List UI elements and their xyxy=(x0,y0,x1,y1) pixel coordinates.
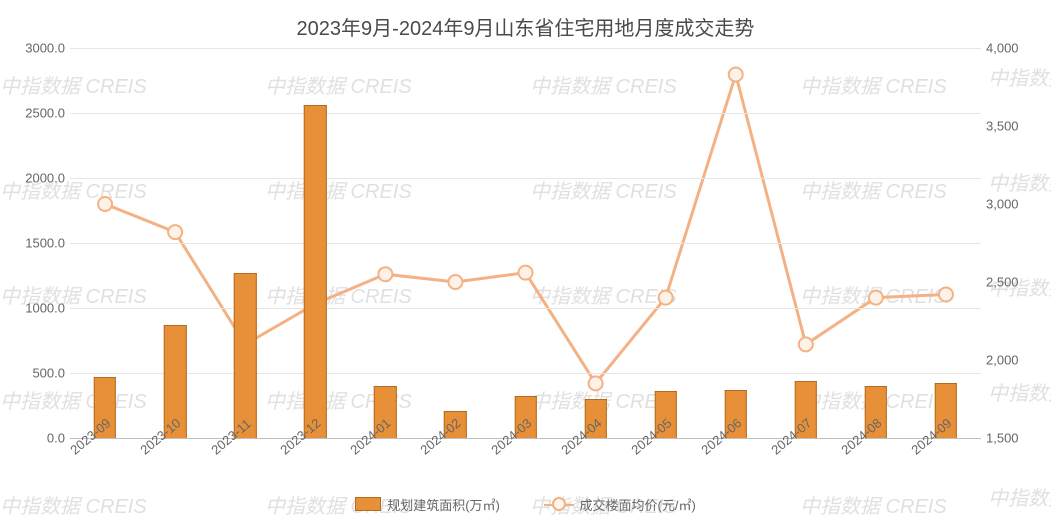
y-left-tick: 1500.0 xyxy=(5,236,65,251)
line-marker xyxy=(869,291,883,305)
gridline xyxy=(70,438,981,439)
bar xyxy=(234,273,256,438)
gridline xyxy=(70,48,981,49)
gridline xyxy=(70,373,981,374)
line-marker xyxy=(589,376,603,390)
line-marker xyxy=(939,287,953,301)
x-axis-labels: 2023-092023-102023-112023-122024-012024-… xyxy=(70,446,981,498)
legend-item-line: 成交楼面均价(元/㎡) xyxy=(544,495,696,514)
line-marker xyxy=(659,291,673,305)
line-marker xyxy=(98,197,112,211)
y-right-tick: 2,500 xyxy=(986,275,1046,290)
y-left-tick: 0.0 xyxy=(5,431,65,446)
y-left-tick: 1000.0 xyxy=(5,301,65,316)
legend-line-label: 成交楼面均价(元/㎡) xyxy=(580,495,696,514)
chart-plot-area: 0.0500.01000.01500.02000.02500.03000.0 1… xyxy=(70,48,981,438)
line-marker xyxy=(729,68,743,82)
y-right-tick: 3,500 xyxy=(986,119,1046,134)
legend-bar-label: 规划建筑面积(万㎡) xyxy=(387,495,500,514)
y-left-tick: 2000.0 xyxy=(5,171,65,186)
y-axis-left: 0.0500.01000.01500.02000.02500.03000.0 xyxy=(5,48,65,438)
gridline xyxy=(70,243,981,244)
legend-item-bar: 规划建筑面积(万㎡) xyxy=(355,495,500,514)
gridline xyxy=(70,308,981,309)
legend-bar-swatch xyxy=(355,497,381,511)
plot-region xyxy=(70,48,981,438)
gridline xyxy=(70,178,981,179)
y-right-tick: 2,000 xyxy=(986,353,1046,368)
line-path xyxy=(105,75,946,384)
y-right-tick: 4,000 xyxy=(986,41,1046,56)
legend-line-swatch xyxy=(544,497,574,511)
y-axis-right: 1,5002,0002,5003,0003,5004,000 xyxy=(986,48,1046,438)
y-left-tick: 3000.0 xyxy=(5,41,65,56)
y-right-tick: 1,500 xyxy=(986,431,1046,446)
y-right-tick: 3,000 xyxy=(986,197,1046,212)
line-marker xyxy=(799,337,813,351)
y-left-tick: 500.0 xyxy=(5,366,65,381)
gridline xyxy=(70,113,981,114)
line-marker xyxy=(168,225,182,239)
y-left-tick: 2500.0 xyxy=(5,106,65,121)
chart-title: 2023年9月-2024年9月山东省住宅用地月度成交走势 xyxy=(0,12,1051,41)
line-marker xyxy=(378,267,392,281)
line-marker xyxy=(448,275,462,289)
chart-legend: 规划建筑面积(万㎡) 成交楼面均价(元/㎡) xyxy=(0,495,1051,515)
bar xyxy=(304,105,326,438)
line-marker xyxy=(519,266,533,280)
